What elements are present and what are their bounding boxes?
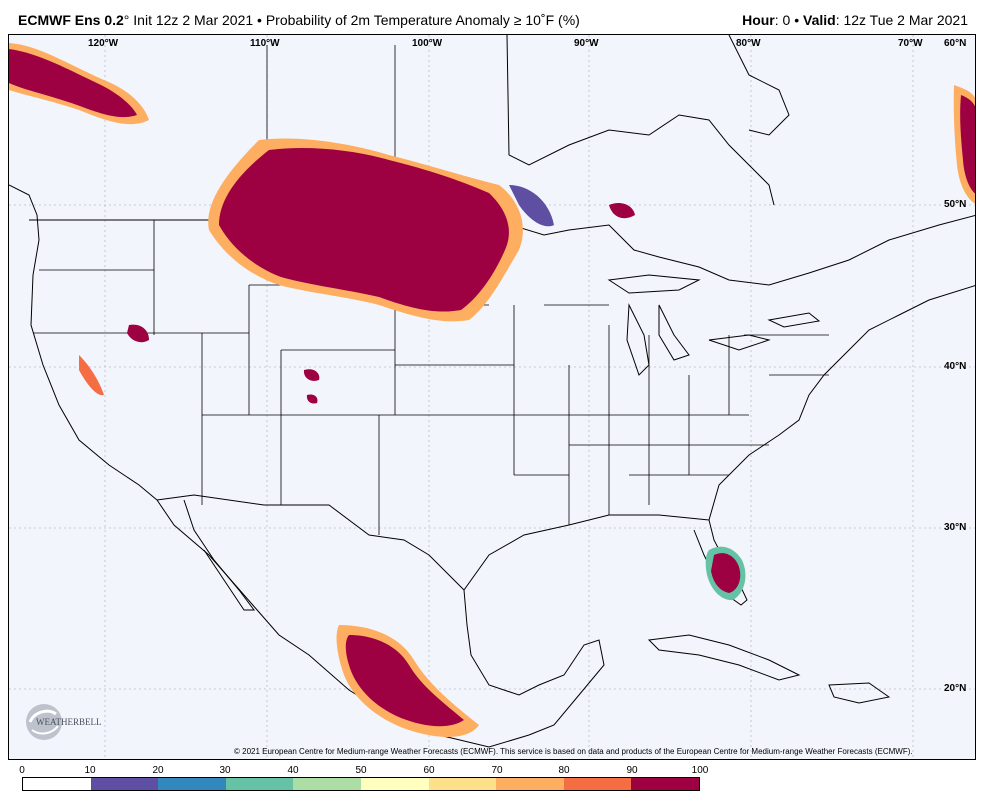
copyright-credit: © 2021 European Centre for Medium-range …: [234, 747, 913, 756]
colorbar-tick-labels: 0 10 20 30 40 50 60 70 80 90 100: [0, 765, 984, 777]
colorbar-tick: 80: [558, 765, 570, 776]
svg-text:WEATHERBELL: WEATHERBELL: [36, 717, 102, 727]
lat-label-30n: 30°N: [944, 522, 967, 533]
lat-label-60n: 60°N: [944, 38, 967, 49]
init-text: Init 12z 2 Mar 2021 • Probability of 2m …: [129, 12, 580, 28]
colorbar-tick: 100: [691, 765, 709, 776]
coastlines-and-borders: [9, 35, 975, 748]
colorbar-tick: 40: [287, 765, 299, 776]
colorbar-segment: [23, 778, 91, 790]
probability-shading: [9, 43, 975, 737]
valid-value: : 12z Tue 2 Mar 2021: [835, 12, 968, 28]
colorbar-segment: [158, 778, 226, 790]
valid-label: Valid: [803, 12, 836, 28]
colorbar-segment: [90, 778, 159, 790]
map-svg: [9, 35, 975, 759]
weatherbell-logo: WEATHERBELL: [22, 700, 106, 744]
colorbar-segment: [631, 778, 699, 790]
header: ECMWF Ens 0.2° Init 12z 2 Mar 2021 • Pro…: [0, 0, 984, 34]
colorbar-tick: 0: [19, 765, 25, 776]
colorbar-segment: [360, 778, 429, 790]
colorbar-segment: [225, 778, 294, 790]
lon-label-110w: 110°W: [250, 38, 280, 49]
colorbar-tick: 10: [84, 765, 96, 776]
colorbar-tick: 70: [491, 765, 503, 776]
map-panel: [8, 34, 976, 760]
graticule: [9, 35, 975, 759]
colorbar-tick: 90: [626, 765, 638, 776]
colorbar-tick: 60: [423, 765, 435, 776]
map-title: ECMWF Ens 0.2° Init 12z 2 Mar 2021 • Pro…: [18, 12, 580, 28]
lat-label-50n: 50°N: [944, 199, 967, 210]
colorbar-tick: 30: [219, 765, 231, 776]
valid-time: Hour: 0 • Valid: 12z Tue 2 Mar 2021: [742, 12, 968, 28]
model-degree: °: [123, 12, 130, 28]
hour-value: : 0 •: [774, 12, 803, 28]
lon-label-80w: 80°W: [736, 38, 761, 49]
model-name: ECMWF Ens 0.2: [18, 12, 124, 28]
lon-label-120w: 120°W: [88, 38, 119, 49]
colorbar-segment: [293, 778, 361, 790]
lat-label-20n: 20°N: [944, 683, 967, 694]
hour-label: Hour: [742, 12, 775, 28]
colorbar-tick: 50: [355, 765, 367, 776]
colorbar-tick: 20: [152, 765, 164, 776]
lon-label-70w: 70°W: [898, 38, 923, 49]
lon-label-100w: 100°W: [412, 38, 443, 49]
lat-label-40n: 40°N: [944, 361, 967, 372]
colorbar: [22, 777, 700, 791]
colorbar-segment: [496, 778, 564, 790]
colorbar-segment: [428, 778, 497, 790]
lon-label-90w: 90°W: [574, 38, 599, 49]
colorbar-segment: [563, 778, 632, 790]
